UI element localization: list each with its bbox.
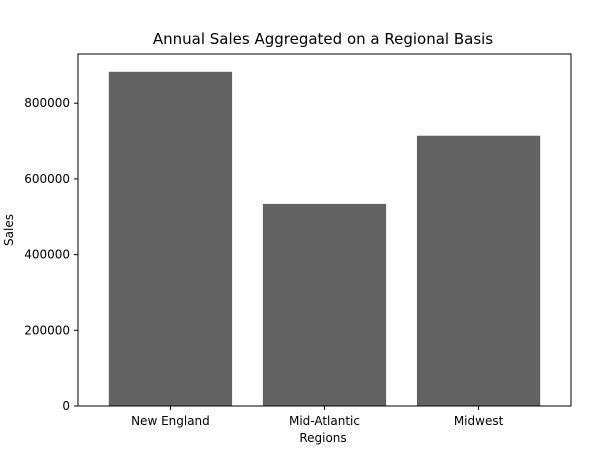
x-tick-label: Midwest — [454, 414, 504, 428]
plot-frame — [77, 53, 572, 407]
x-axis-ticks: New England Mid-Atlantic Midwest — [131, 406, 504, 428]
chart-title: Annual Sales Aggregated on a Regional Ba… — [153, 30, 493, 48]
bar-new-england — [108, 71, 233, 406]
y-tick-label: 200000 — [24, 323, 70, 337]
x-axis-label: Regions — [299, 431, 346, 445]
y-tick-label: 800000 — [24, 96, 70, 110]
bar-midwest — [416, 135, 541, 407]
x-tick-label: Mid-Atlantic — [289, 414, 360, 428]
y-tick-label: 400000 — [24, 248, 70, 262]
y-tick-label: 0 — [62, 399, 70, 413]
y-axis-ticks: 0 200000 400000 600000 800000 — [24, 96, 78, 413]
x-tick-label: New England — [131, 414, 210, 428]
bars-group — [108, 71, 541, 407]
y-axis-label: Sales — [2, 214, 16, 246]
y-tick-label: 600000 — [24, 172, 70, 186]
bar-mid-atlantic — [262, 203, 387, 406]
